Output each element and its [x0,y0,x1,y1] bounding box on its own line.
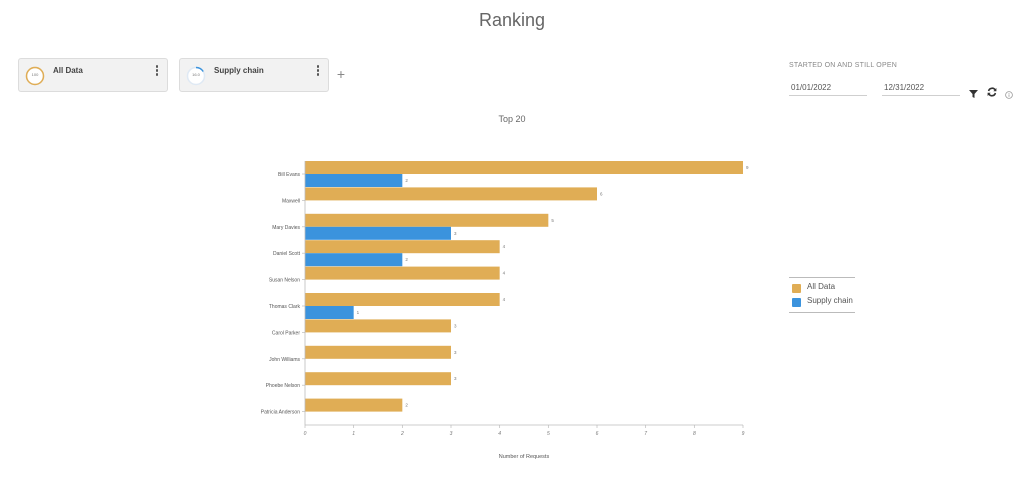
bar-all-data [305,293,500,306]
segment-card-all-data[interactable]: 100 All Data [18,58,168,92]
bar-supply-chain [305,306,354,319]
start-date-input[interactable] [789,80,867,96]
y-tick-label: John Williams [269,357,300,363]
legend-item-supply-chain[interactable]: Supply chain [789,295,855,309]
bar-value-label: 2 [405,257,408,262]
legend-label: All Data [807,282,836,291]
legend-swatch [792,284,801,293]
bar-value-label: 2 [405,178,408,183]
page-title: Ranking [478,10,546,30]
bar-value-label: 4 [503,271,506,276]
x-tick-label: 1 [352,431,355,437]
x-tick-label: 7 [644,431,647,437]
bar-supply-chain [305,226,451,240]
x-tick-label: 3 [450,431,453,437]
x-tick-label: 0 [304,431,307,437]
chart-title: Top 20 [498,114,526,124]
vertical-dots-icon[interactable] [316,65,320,79]
plus-icon[interactable]: + [336,66,346,82]
y-tick-label: Maxwell [282,198,300,204]
legend-label: Supply chain [807,296,853,305]
y-tick-label: Carol Parker [272,330,300,336]
y-tick-label: Susan Nelson [269,278,300,284]
segment-ring-label: 100 [31,72,39,77]
bar-value-label: 4 [503,244,506,249]
end-date-input[interactable] [882,80,960,96]
bar-value-label: 6 [600,191,603,196]
segment-ring-label: 16.0 [192,72,200,77]
bar-value-label: 1 [357,310,360,315]
segment-card-supply-chain[interactable]: 16.0 Supply chain [179,58,329,92]
bar-value-label: 3 [454,231,457,236]
bar-all-data [305,266,500,280]
y-tick-label: Daniel Scott [273,251,301,257]
segment-progress-ring: 16.0 [186,66,206,86]
bar-value-label: 4 [503,297,506,302]
bar-supply-chain [305,174,403,187]
bar-value-label: 5 [551,218,554,223]
vertical-dots-icon[interactable] [155,65,159,79]
bar-value-label: 9 [746,165,749,170]
y-tick-label: Bill Evans [278,172,300,178]
segment-name: All Data [53,66,83,75]
bar-all-data [305,398,403,412]
filter-icon[interactable] [969,85,978,103]
chart-legend: All Data Supply chain [789,277,855,313]
bar-all-data [305,372,451,386]
x-tick-label: 8 [693,431,696,437]
y-tick-label: Mary Davies [272,225,300,231]
segment-progress-ring: 100 [25,66,45,86]
segment-name: Supply chain [214,66,264,75]
bar-value-label: 3 [454,376,457,381]
bar-all-data [305,345,451,359]
bar-all-data [305,187,597,201]
info-icon[interactable] [1005,86,1013,104]
x-axis-label: Number of Requests [499,454,550,460]
x-tick-label: 9 [742,431,745,437]
bar-all-data [305,319,451,333]
x-tick-label: 5 [547,431,550,437]
bar-value-label: 2 [405,403,408,408]
bar-all-data [305,213,549,227]
x-tick-label: 2 [400,431,404,437]
y-tick-label: Patricia Anderson [261,410,300,416]
bar-all-data [305,161,743,174]
legend-swatch [792,298,801,307]
x-tick-label: 4 [498,431,501,437]
y-tick-label: Phoebe Nelson [266,383,300,389]
bar-supply-chain [305,253,403,267]
bar-value-label: 3 [454,350,457,355]
x-tick-label: 6 [596,431,599,437]
refresh-icon[interactable] [987,84,997,102]
bar-all-data [305,240,500,254]
bar-value-label: 3 [454,323,457,328]
date-filter-label: STARTED ON AND STILL OPEN [789,62,897,69]
legend-item-all-data[interactable]: All Data [789,281,855,295]
y-tick-label: Thomas Clark [269,304,301,310]
